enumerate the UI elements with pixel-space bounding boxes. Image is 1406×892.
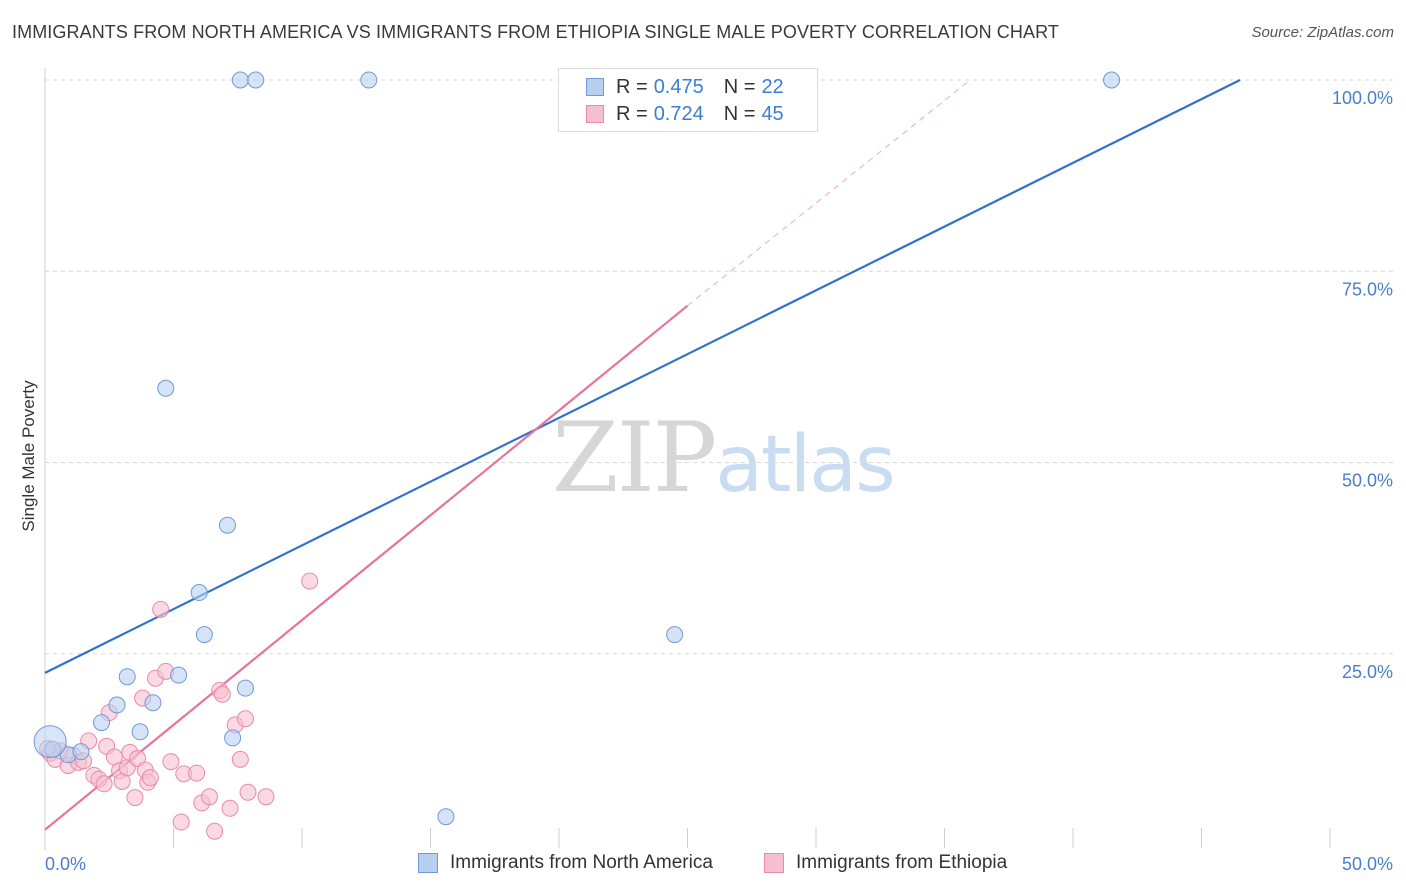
watermark-atlas: atlas	[715, 420, 895, 510]
legend-swatch-blue	[586, 78, 604, 96]
legend-swatch-blue	[418, 853, 438, 873]
data-points	[33, 71, 1121, 840]
legend-row-north-america: R = 0.475 N = 22	[586, 75, 784, 99]
legend-n-label: N =	[723, 102, 756, 125]
legend-label-ethiopia: Immigrants from Ethiopia	[796, 852, 1008, 873]
legend-swatch-pink	[586, 105, 604, 123]
legend-label-north-america: Immigrants from North America	[450, 852, 713, 873]
data-point-ethiopia	[162, 753, 180, 771]
legend-r-label: R =	[616, 75, 648, 98]
legend-r-label: R =	[616, 102, 648, 125]
trend-line-north-america	[44, 79, 1241, 674]
legend-r-value: 0.475	[653, 75, 704, 98]
correlation-legend: R = 0.475 N = 22 R = 0.724 N = 45	[558, 68, 818, 132]
data-point-north-america	[360, 71, 378, 89]
data-point-ethiopia	[95, 775, 113, 793]
data-point-ethiopia	[172, 813, 190, 831]
chart-title: IMMIGRANTS FROM NORTH AMERICA VS IMMIGRA…	[12, 22, 1059, 42]
trend-line-ethiopia-extension	[687, 79, 971, 307]
grid	[45, 79, 1395, 655]
legend-item-ethiopia: Immigrants from Ethiopia	[764, 852, 1007, 874]
data-point-north-america	[144, 694, 162, 712]
x-tick-label: 0.0%	[45, 854, 86, 874]
data-point-north-america	[247, 71, 265, 89]
data-point-ethiopia	[188, 764, 206, 782]
y-tick-label: 75.0%	[1342, 279, 1393, 299]
data-point-ethiopia	[152, 600, 170, 618]
legend-swatch-pink	[764, 853, 784, 873]
data-point-north-america	[131, 723, 149, 741]
axes	[44, 68, 1331, 850]
data-point-north-america	[72, 743, 90, 761]
data-point-ethiopia	[126, 789, 144, 807]
legend-n-value: 22	[761, 75, 784, 98]
data-point-north-america	[231, 71, 249, 89]
data-point-north-america	[108, 696, 126, 714]
data-point-ethiopia	[301, 572, 319, 590]
trend-lines	[44, 79, 1241, 831]
data-point-ethiopia	[257, 788, 275, 806]
tick-labels: 25.0% 50.0% 75.0% 100.0% 0.0% 50.0%	[45, 88, 1393, 874]
data-point-ethiopia	[200, 788, 218, 806]
y-tick-label: 50.0%	[1342, 471, 1393, 491]
data-point-north-america	[118, 668, 136, 686]
data-point-ethiopia	[141, 769, 159, 787]
trend-line-ethiopia	[44, 304, 689, 831]
watermark: ZIPatlas	[552, 402, 896, 514]
data-point-north-america	[218, 516, 236, 534]
data-point-north-america	[33, 725, 67, 759]
legend-n-label: N =	[723, 75, 756, 98]
watermark-zip: ZIP	[552, 402, 717, 514]
data-point-ethiopia	[236, 710, 254, 728]
data-point-north-america	[195, 626, 213, 644]
data-point-north-america	[157, 379, 175, 397]
data-point-ethiopia	[221, 799, 239, 817]
y-tick-label: 100.0%	[1332, 88, 1393, 108]
legend-n-value: 45	[761, 102, 784, 125]
y-axis-label: Single Male Poverty	[19, 380, 38, 532]
data-point-ethiopia	[213, 685, 231, 703]
data-point-north-america	[1103, 71, 1121, 89]
data-point-north-america	[224, 729, 242, 747]
source-label: Source: ZipAtlas.com	[1251, 24, 1394, 41]
legend-row-ethiopia: R = 0.724 N = 45	[586, 102, 784, 126]
y-tick-label: 25.0%	[1342, 662, 1393, 682]
data-point-ethiopia	[239, 783, 257, 801]
legend-item-north-america: Immigrants from North America	[418, 852, 713, 874]
data-point-north-america	[666, 626, 684, 644]
data-point-ethiopia	[231, 750, 249, 768]
series-legend: Immigrants from North America Immigrants…	[0, 852, 1406, 876]
data-point-north-america	[170, 666, 188, 684]
data-point-north-america	[190, 584, 208, 602]
data-point-north-america	[437, 808, 455, 826]
data-point-ethiopia	[206, 822, 224, 840]
x-tick-label: 50.0%	[1342, 854, 1393, 874]
legend-r-value: 0.724	[653, 102, 704, 125]
data-point-north-america	[236, 679, 254, 697]
data-point-north-america	[93, 714, 111, 732]
